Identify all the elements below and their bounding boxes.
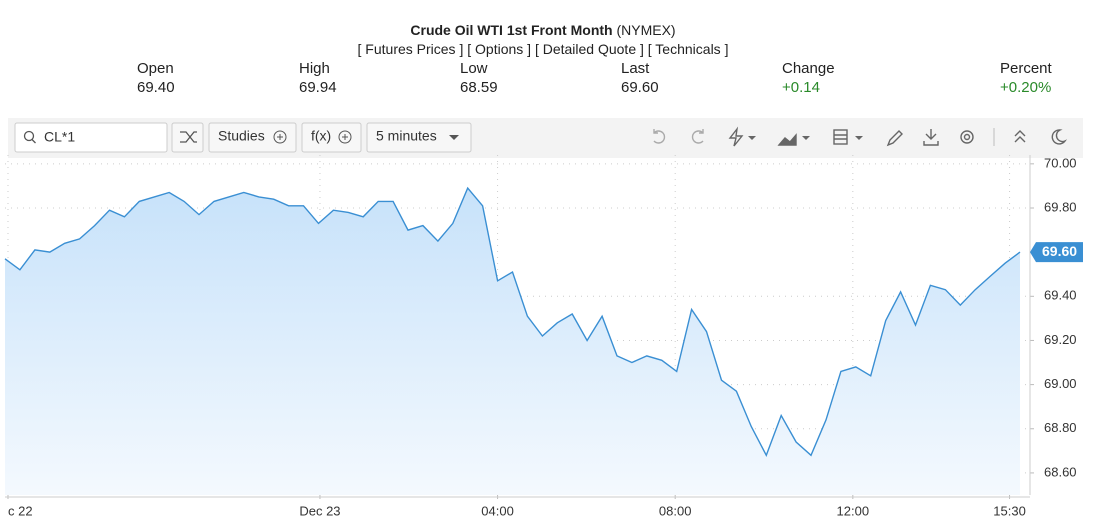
theme-icon[interactable]	[1051, 129, 1068, 145]
stat-value: 69.94	[299, 79, 337, 96]
layout-icon[interactable]	[833, 129, 848, 145]
download-icon[interactable]	[923, 129, 939, 146]
last-price-label: 69.60	[1042, 243, 1077, 259]
symbol: CL*1	[44, 129, 75, 145]
studies-label: Studies	[218, 128, 265, 144]
symbol-input[interactable]	[14, 122, 168, 153]
stat-label: Last	[621, 60, 650, 77]
links: [ Futures Prices ] [ Options ] [ Detaile…	[358, 41, 729, 57]
undo-icon[interactable]	[653, 129, 666, 144]
stat-label: Percent	[1000, 60, 1053, 77]
stat-value: +0.14	[782, 79, 820, 96]
plus-icon	[342, 134, 348, 140]
y-tick-label: 69.20	[1044, 332, 1077, 347]
studies-button[interactable]	[208, 122, 297, 153]
stat-label: High	[299, 60, 330, 77]
flash-icon[interactable]	[728, 126, 744, 147]
x-tick-label: c 22	[8, 503, 33, 518]
search-icon	[23, 130, 35, 142]
y-tick-label: 68.60	[1044, 464, 1077, 479]
link[interactable]: [ Futures Prices ]	[358, 41, 464, 57]
compare-button[interactable]	[171, 122, 204, 153]
last-price-tag	[1030, 242, 1083, 263]
stat-value: 68.59	[460, 79, 498, 96]
settings-icon[interactable]	[960, 130, 974, 144]
x-tick-label: 15:30	[993, 503, 1026, 518]
y-tick-label: 69.40	[1044, 288, 1077, 303]
y-tick-label: 68.80	[1044, 420, 1077, 435]
x-tick-label: 12:00	[837, 503, 870, 518]
toolbar	[8, 118, 1083, 158]
plus-icon	[338, 130, 352, 144]
stat-label: Low	[460, 60, 488, 77]
draw-icon[interactable]	[886, 130, 903, 147]
interval-label: 5 minutes	[376, 128, 437, 144]
collapse-icon[interactable]	[1014, 130, 1026, 143]
dropdown-icon	[802, 136, 810, 140]
y-tick-label: 69.80	[1044, 199, 1077, 214]
chart-type-icon[interactable]	[777, 133, 797, 146]
fx-button[interactable]	[301, 122, 362, 153]
link[interactable]: [ Technicals ]	[648, 41, 729, 57]
y-tick-label: 69.00	[1044, 376, 1077, 391]
shuffle-icon	[180, 131, 197, 143]
x-tick-label: Dec 23	[299, 503, 340, 518]
stat-value: +0.20%	[1000, 79, 1051, 96]
link[interactable]: [ Detailed Quote ]	[535, 41, 644, 57]
link[interactable]: [ Options ]	[467, 41, 531, 57]
dropdown-icon	[449, 135, 459, 140]
plus-icon	[273, 130, 287, 144]
interval-button[interactable]	[366, 122, 472, 153]
toolbar-icons	[653, 126, 1068, 147]
search-icon	[31, 139, 36, 144]
redo-icon[interactable]	[691, 129, 704, 144]
x-tick-label: 04:00	[481, 503, 514, 518]
stat-label: Open	[137, 60, 174, 77]
price-line	[4, 186, 1021, 458]
plus-icon	[277, 134, 283, 140]
fx-label: f(x)	[311, 128, 331, 144]
plot: 70.00 69.80 69.40 69.20 69.00 68.80 68.60 c 22 D…	[4, 155, 1083, 518]
quote-stats: Open 69.40 High 69.94 Low 68.59 Last 69.60 Chang…	[137, 60, 1053, 96]
title: Crude Oil WTI 1st Front Month (NYMEX)	[410, 22, 675, 38]
dropdown-icon	[748, 136, 756, 140]
x-tick-label: 08:00	[659, 503, 692, 518]
y-tick-label: 70.00	[1044, 155, 1077, 170]
stat-value: 69.40	[137, 79, 175, 96]
area	[5, 188, 1020, 495]
stat-label: Change	[782, 60, 835, 77]
stat-value: 69.60	[621, 79, 659, 96]
dropdown-icon	[855, 136, 863, 140]
